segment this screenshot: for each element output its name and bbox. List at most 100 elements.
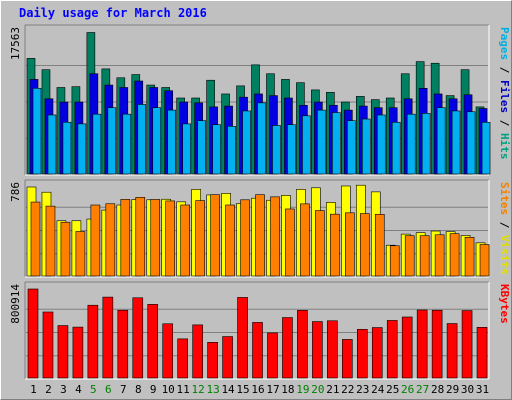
bar-pages (436, 107, 446, 175)
bar-sites (419, 235, 430, 277)
x-tick-label: 31 (476, 383, 489, 396)
x-tick-label: 29 (446, 383, 459, 396)
bar-pages (287, 124, 296, 175)
bar-sites (45, 205, 56, 277)
bar-pages (62, 121, 72, 175)
bar-kbytes (386, 320, 398, 379)
bar-kbytes (297, 310, 308, 379)
bar-pages (92, 113, 102, 175)
bar-pages (32, 87, 42, 175)
series-label-part: Files (498, 80, 511, 113)
bar-sites (374, 213, 385, 277)
bar-sites (345, 212, 355, 277)
series-label-part: / (498, 60, 511, 80)
bar-kbytes (207, 342, 218, 379)
x-tick-label: 4 (75, 383, 82, 396)
bar-kbytes (461, 310, 473, 379)
bar-sites (60, 221, 71, 277)
mid-series-label: Sites / Visits (498, 182, 511, 275)
bar-kbytes (72, 326, 84, 379)
bar-sites (165, 200, 176, 277)
bar-kbytes (282, 317, 293, 379)
bar-sites (315, 210, 325, 277)
bar-pages (47, 114, 57, 175)
x-tick-label: 23 (356, 383, 369, 396)
bot-max-label: 800914 (9, 284, 22, 324)
bar-kbytes (42, 311, 54, 379)
bar-kbytes (431, 309, 443, 379)
x-tick-label: 1 (30, 383, 37, 396)
bar-kbytes (267, 332, 278, 379)
x-tick-label: 22 (341, 383, 354, 396)
bar-kbytes (192, 324, 203, 379)
bar-kbytes (446, 323, 458, 379)
x-tick-label: 14 (221, 383, 235, 396)
x-tick-label: 7 (120, 383, 127, 396)
bar-kbytes (476, 327, 488, 379)
bar-kbytes (371, 327, 383, 379)
x-tick-label: 11 (177, 383, 190, 396)
bar-pages (272, 125, 281, 175)
bar-sites (120, 199, 131, 277)
bar-kbytes (147, 304, 159, 379)
bar-pages (317, 109, 326, 175)
bar-pages (257, 102, 266, 175)
x-tick-label: 8 (135, 383, 142, 396)
bar-pages (182, 123, 191, 175)
bar-kbytes (27, 288, 39, 379)
x-tick-label: 10 (162, 383, 175, 396)
bar-sites (270, 196, 280, 277)
bar-kbytes (416, 309, 428, 379)
bar-pages (391, 121, 401, 175)
bar-pages (122, 113, 132, 175)
bar-pages (197, 120, 206, 175)
bar-kbytes (117, 309, 129, 379)
bar-pages (107, 107, 117, 175)
x-tick-label: 24 (371, 383, 385, 396)
bar-pages (481, 121, 491, 175)
bar-pages (347, 120, 356, 175)
series-label-part: Hits (498, 133, 511, 160)
x-tick-label: 27 (416, 383, 429, 396)
bar-pages (361, 118, 371, 175)
chart-title: Daily usage for March 2016 (19, 6, 207, 20)
bar-kbytes (327, 320, 338, 379)
x-tick-label: 18 (281, 383, 294, 396)
x-tick-label: 9 (150, 383, 157, 396)
bar-sites (434, 234, 445, 277)
bar-pages (421, 113, 431, 175)
x-tick-label: 13 (206, 383, 219, 396)
bar-sites (255, 194, 265, 277)
bar-pages (77, 123, 87, 175)
x-tick-label: 3 (60, 383, 67, 396)
bar-sites (210, 194, 220, 277)
bar-sites (479, 244, 490, 277)
series-label-part: KBytes (498, 284, 511, 324)
bar-sites (330, 213, 340, 277)
bar-kbytes (57, 325, 69, 379)
bar-pages (152, 107, 162, 175)
series-label-part: / (498, 113, 511, 133)
bar-sites (105, 203, 116, 277)
bar-sites (240, 199, 250, 277)
x-tick-label: 5 (90, 383, 97, 396)
bar-kbytes (252, 322, 263, 379)
bar-sites (359, 213, 370, 277)
bar-sites (30, 201, 41, 277)
bar-sites (464, 236, 475, 277)
bar-pages (227, 125, 236, 175)
bar-kbytes (162, 323, 174, 379)
bar-sites (285, 208, 295, 277)
bar-sites (449, 233, 460, 277)
bar-pages (466, 111, 476, 175)
bar-sites (150, 199, 161, 277)
bar-pages (451, 110, 461, 175)
bar-sites (300, 203, 310, 277)
top-series-label: Pages / Files / Hits (498, 27, 511, 160)
mid-max-label: 786 (9, 182, 22, 202)
x-tick-label: 25 (386, 383, 399, 396)
x-tick-label: 2 (45, 383, 52, 396)
bot-series-label: KBytes (498, 284, 511, 324)
bar-kbytes (356, 329, 368, 379)
bar-kbytes (342, 339, 353, 379)
